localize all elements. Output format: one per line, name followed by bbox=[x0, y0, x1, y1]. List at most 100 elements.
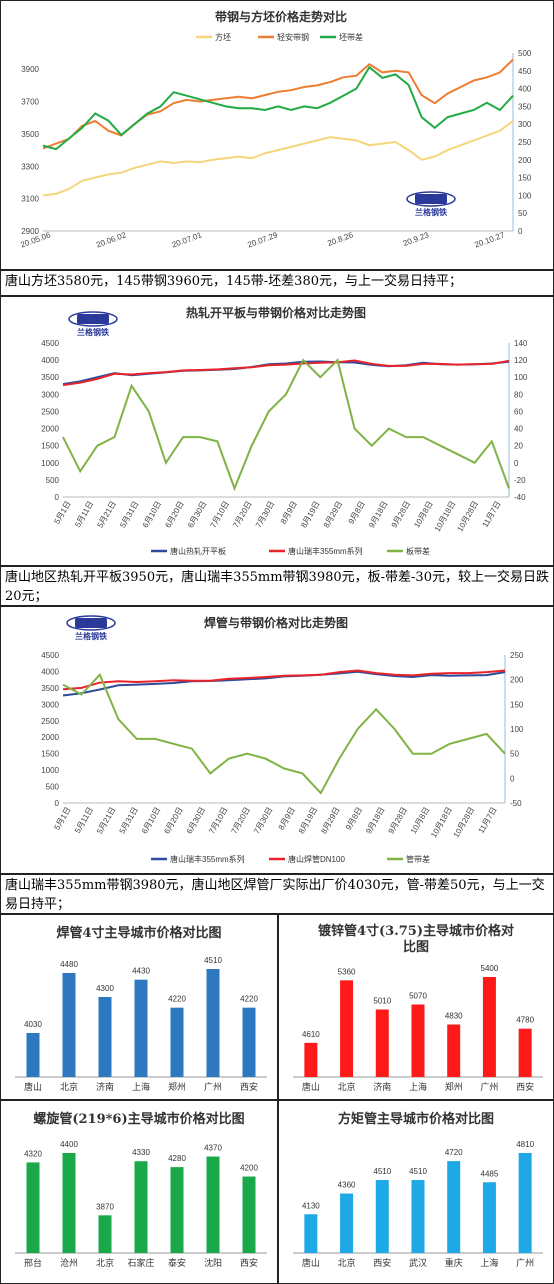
bar-category-label: 西安 bbox=[373, 1257, 391, 1269]
bar-category-label: 唐山 bbox=[302, 1081, 320, 1093]
bar-value-label: 4370 bbox=[204, 1144, 222, 1153]
legend-label-3: 坯带差 bbox=[339, 32, 363, 42]
square-tube-city-chart-panel: 方矩管主导城市价格对比图 4130 唐山 4360 北京 4510 西安 4510 武汉 4720… bbox=[278, 1100, 554, 1284]
caption-3: 唐山瑞丰355mm带钢3980元，唐山地区焊管厂实际出厂价4030元，管-带差5… bbox=[0, 874, 554, 914]
x-tick-label: 9月18日 bbox=[364, 806, 386, 836]
bar-chart-title: 方矩管主导城市价格对比图 bbox=[338, 1111, 494, 1127]
x-tick-label: 20.10.27 bbox=[473, 230, 506, 249]
bar-category-label: 广州 bbox=[204, 1081, 222, 1093]
bar-邢台 bbox=[26, 1162, 40, 1253]
x-tick-label: 5月21日 bbox=[96, 500, 118, 530]
logo-badge-icon bbox=[415, 194, 447, 204]
bar-category-label: 石家庄 bbox=[127, 1257, 154, 1269]
y-tick-label: 500 bbox=[46, 783, 60, 792]
legend-label-1: 唐山热轧开平板 bbox=[170, 546, 226, 556]
legend-label-3: 板带差 bbox=[406, 546, 430, 556]
x-tick-label: 20.8.26 bbox=[326, 230, 355, 248]
x-tick-label: 5月31日 bbox=[118, 806, 140, 836]
y2-tick-label: 20 bbox=[514, 442, 523, 451]
y-tick-label: 1500 bbox=[41, 750, 59, 759]
x-tick-label: 7月30日 bbox=[254, 500, 276, 530]
x-tick-label: 8月19日 bbox=[299, 500, 321, 530]
bar-chart-title: 比图 bbox=[403, 939, 429, 955]
bar-category-label: 重庆 bbox=[445, 1257, 463, 1269]
y2-tick-label: 100 bbox=[514, 373, 528, 382]
y2-tick-label: 50 bbox=[518, 209, 527, 218]
series-line-2 bbox=[62, 359, 510, 387]
bar-category-label: 上海 bbox=[480, 1257, 498, 1269]
bar-category-label: 郑州 bbox=[445, 1081, 463, 1093]
y2-tick-label: -40 bbox=[514, 493, 526, 502]
bar-chart-title: 镀锌管4寸(3.75)主导城市价格对 bbox=[318, 923, 514, 939]
bar-value-label: 4830 bbox=[445, 1012, 463, 1021]
bar-value-label: 4780 bbox=[516, 1016, 534, 1025]
x-tick-label: 9月8日 bbox=[344, 806, 364, 832]
galv-pipe-city-chart-panel: 镀锌管4寸(3.75)主导城市价格对 比图 4610 唐山 5360 北京 5010 济南 50… bbox=[278, 914, 554, 1100]
y2-tick-label: -20 bbox=[514, 476, 526, 485]
x-tick-label: 11月7日 bbox=[481, 500, 503, 529]
bar-郑州 bbox=[447, 1024, 461, 1077]
y2-tick-label: 0 bbox=[510, 774, 515, 783]
bar-北京 bbox=[62, 973, 76, 1077]
bar-category-label: 沈阳 bbox=[204, 1257, 222, 1269]
bar-category-label: 北京 bbox=[96, 1257, 114, 1269]
x-tick-label: 5月31日 bbox=[118, 500, 140, 530]
y-tick-label: 3100 bbox=[21, 195, 39, 204]
bar-category-label: 北京 bbox=[338, 1081, 356, 1093]
x-tick-label: 20.07.29 bbox=[246, 230, 279, 249]
x-tick-label: 5月1日 bbox=[52, 500, 72, 526]
bar-category-label: 北京 bbox=[60, 1081, 78, 1093]
y-tick-label: 3000 bbox=[41, 390, 59, 399]
x-tick-label: 9月28日 bbox=[390, 500, 412, 530]
bar-category-label: 西安 bbox=[240, 1257, 258, 1269]
bar-唐山 bbox=[304, 1214, 318, 1253]
y2-tick-label: 350 bbox=[518, 102, 532, 111]
y-tick-label: 3000 bbox=[41, 700, 59, 709]
logo-ring-icon bbox=[66, 615, 116, 631]
bar-value-label: 4510 bbox=[409, 1167, 427, 1176]
x-tick-label: 20.07.01 bbox=[171, 230, 204, 249]
x-tick-label: 8月29日 bbox=[322, 500, 344, 530]
caption-1: 唐山方坯3580元，145带钢3960元，145带-坯差380元，与上一交易日持… bbox=[0, 270, 554, 296]
chart-title: 焊管与带钢价格对比走势图 bbox=[204, 615, 348, 630]
caption-2: 唐山地区热轧开平板3950元，唐山瑞丰355mm带钢3980元，板-带差-30元… bbox=[0, 566, 554, 606]
bar-广州 bbox=[482, 977, 496, 1077]
y-tick-label: 2000 bbox=[41, 733, 59, 742]
y2-tick-label: 450 bbox=[518, 67, 532, 76]
y-tick-label: 3700 bbox=[21, 98, 39, 107]
y-tick-label: 500 bbox=[46, 476, 60, 485]
bar-category-label: 济南 bbox=[373, 1081, 391, 1093]
billet-strip-chart-panel: 带钢与方坯价格走势对比 2900 3100 3300 3500 3700 3900 0 50 10… bbox=[0, 0, 554, 270]
bar-category-label: 唐山 bbox=[302, 1257, 320, 1269]
y2-tick-label: 60 bbox=[514, 407, 523, 416]
y-tick-label: 3500 bbox=[21, 130, 39, 139]
bar-上海 bbox=[134, 979, 148, 1077]
y-tick-label: 2000 bbox=[41, 425, 59, 434]
bar-value-label: 4510 bbox=[204, 956, 222, 965]
x-tick-label: 20.9.23 bbox=[402, 230, 431, 248]
y2-tick-label: 80 bbox=[514, 390, 523, 399]
bar-唐山 bbox=[304, 1042, 318, 1077]
bar-category-label: 泰安 bbox=[168, 1257, 186, 1269]
bar-category-label: 广州 bbox=[516, 1257, 534, 1269]
bar-value-label: 4430 bbox=[132, 967, 150, 976]
spiral-pipe-city-chart-panel: 螺旋管(219*6)主导城市价格对比图 4320 邢台 4400 沧州 3870 北京 433… bbox=[0, 1100, 278, 1284]
bar-value-label: 4220 bbox=[168, 995, 186, 1004]
bar-category-label: 上海 bbox=[132, 1081, 150, 1093]
x-tick-label: 5月11日 bbox=[73, 806, 95, 835]
bar-category-label: 广州 bbox=[480, 1081, 498, 1093]
bar-value-label: 4720 bbox=[445, 1148, 463, 1157]
y-tick-label: 4000 bbox=[41, 356, 59, 365]
bar-西安 bbox=[518, 1028, 532, 1077]
bar-value-label: 4130 bbox=[302, 1201, 320, 1210]
x-tick-label: 6月30日 bbox=[185, 806, 207, 836]
y2-tick-label: 100 bbox=[510, 725, 524, 734]
x-tick-label: 10月18日 bbox=[429, 806, 454, 840]
x-tick-label: 9月28日 bbox=[387, 806, 409, 836]
y2-tick-label: 150 bbox=[510, 700, 524, 709]
x-tick-label: 10月28日 bbox=[452, 806, 477, 840]
spiral-pipe-city-chart: 螺旋管(219*6)主导城市价格对比图 4320 邢台 4400 沧州 3870 北京 433… bbox=[15, 1111, 267, 1269]
y2-tick-label: 200 bbox=[510, 676, 524, 685]
bar-重庆 bbox=[447, 1161, 461, 1253]
x-tick-label: 5月1日 bbox=[52, 806, 72, 832]
